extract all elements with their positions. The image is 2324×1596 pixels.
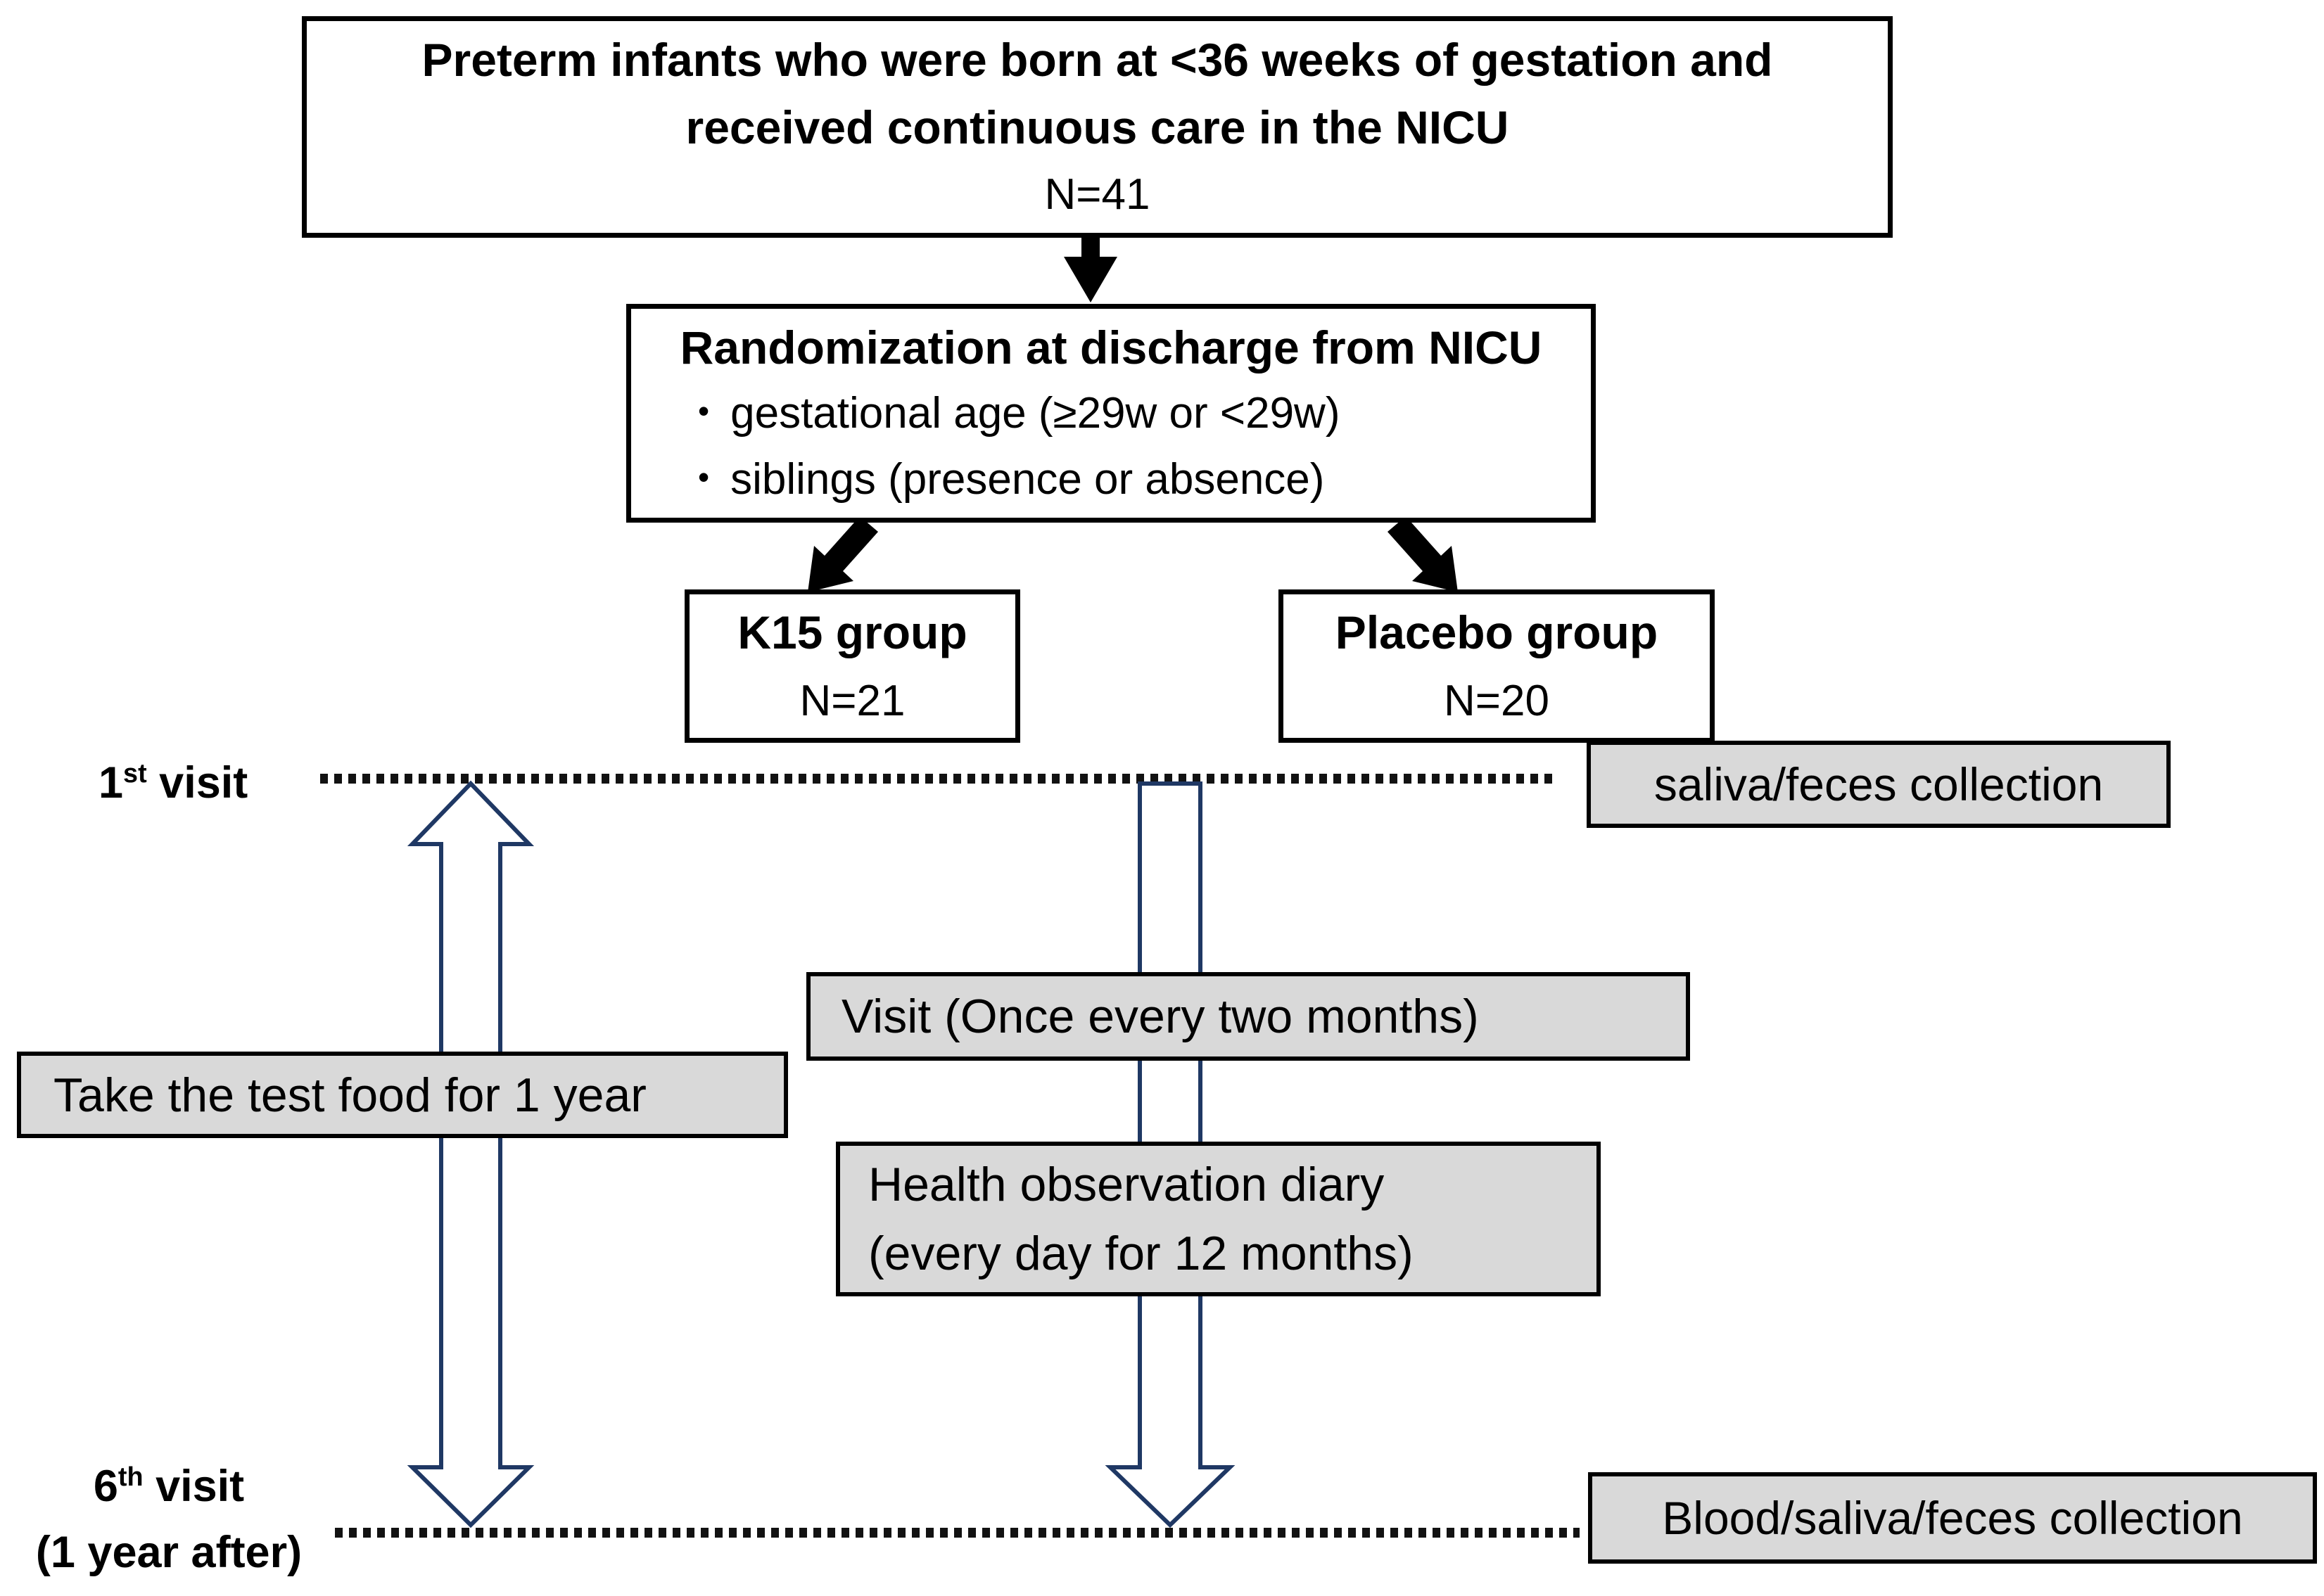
blood-saliva-feces-collection-box: Blood/saliva/feces collection — [1588, 1472, 2317, 1564]
cohort-count: N=41 — [1044, 170, 1150, 219]
cohort-line2: received continuous care in the NICU — [685, 101, 1509, 153]
cohort-line1: Preterm infants who were born at <36 wee… — [421, 33, 1773, 86]
visit1-text: visit — [146, 758, 248, 807]
down-arrow-icon — [1064, 238, 1117, 302]
health-diary-line2: (every day for 12 months) — [868, 1227, 1414, 1280]
test-food-text: Take the test food for 1 year — [53, 1068, 647, 1122]
test-food-period-double-arrow-icon — [407, 780, 535, 1528]
test-food-box: Take the test food for 1 year — [17, 1052, 788, 1138]
visit1-label: 1st visit — [99, 750, 248, 816]
visit-frequency-box: Visit (Once every two months) — [806, 972, 1690, 1061]
blood-saliva-feces-collection-text: Blood/saliva/feces collection — [1662, 1492, 2243, 1544]
randomization-title: Randomization at discharge from NICU — [680, 321, 1542, 374]
saliva-feces-collection-box: saliva/feces collection — [1587, 741, 2171, 828]
randomization-box: Randomization at discharge from NICU • ge… — [626, 304, 1596, 523]
visit1-number: 1 — [99, 758, 124, 807]
branch-arrow-left-icon — [808, 516, 878, 592]
visit6-ordinal: th — [118, 1462, 144, 1492]
randomization-bullet-1-text: gestational age (≥29w or <29w) — [730, 388, 1340, 438]
visit1-dotted-line — [320, 774, 1558, 784]
k15-group-box: K15 group N=21 — [685, 589, 1020, 743]
visit1-ordinal: st — [123, 759, 147, 789]
visit6-label: 6th visit (1 year after) — [7, 1453, 331, 1585]
visit6-number: 6 — [93, 1462, 118, 1511]
cohort-box: Preterm infants who were born at <36 wee… — [302, 16, 1893, 238]
visit6-text: visit — [143, 1462, 245, 1511]
randomization-bullet-2-text: siblings (presence or absence) — [730, 454, 1325, 504]
saliva-feces-collection-text: saliva/feces collection — [1653, 758, 2104, 810]
k15-group-name: K15 group — [737, 606, 967, 658]
bullet-icon: • — [698, 458, 710, 495]
placebo-group-box: Placebo group N=20 — [1278, 589, 1715, 743]
health-diary-line1: Health observation diary — [868, 1158, 1385, 1211]
visit6-line1: 6th visit — [7, 1453, 331, 1519]
k15-group-count: N=21 — [799, 677, 906, 725]
placebo-group-count: N=20 — [1444, 677, 1549, 725]
randomization-bullet-1: • gestational age (≥29w or <29w) — [631, 382, 1591, 448]
placebo-group-name: Placebo group — [1335, 606, 1658, 658]
visit6-dotted-line — [335, 1528, 1580, 1538]
visit6-line2: (1 year after) — [35, 1528, 303, 1577]
bullet-icon: • — [698, 392, 710, 429]
randomization-bullet-2: • siblings (presence or absence) — [631, 448, 1591, 514]
branch-arrow-right-icon — [1388, 516, 1458, 592]
visit-frequency-text: Visit (Once every two months) — [842, 990, 1479, 1043]
health-diary-box: Health observation diary (every day for … — [836, 1142, 1601, 1296]
